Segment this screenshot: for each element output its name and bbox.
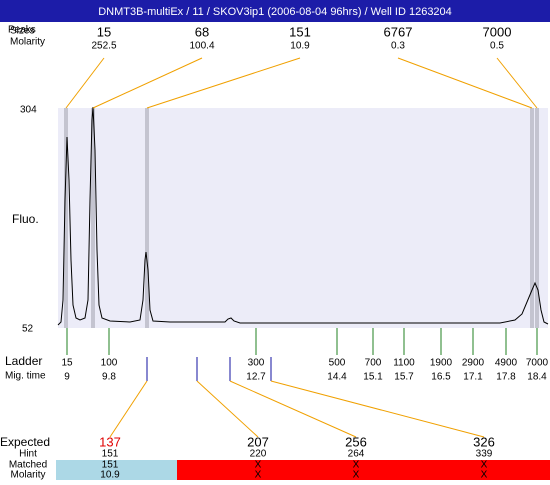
row-label: Matched	[9, 460, 47, 471]
molarity: X	[481, 470, 488, 480]
molarity: X	[353, 470, 360, 480]
y-top: 304	[20, 105, 37, 116]
matched-cell	[56, 460, 177, 480]
ladder-time: 9.8	[102, 372, 116, 383]
matched: X	[481, 460, 488, 471]
matched: X	[255, 460, 262, 471]
ladder-size: 300	[248, 358, 265, 369]
matched: 151	[102, 460, 119, 471]
peak-size: 15	[97, 24, 111, 39]
molarity-label: Molarity	[10, 37, 45, 48]
expected-size: 326	[473, 434, 495, 449]
expected-label: Expected	[0, 435, 50, 449]
ladder-size: 2900	[462, 358, 485, 369]
peak-molarity: 100.4	[189, 41, 214, 52]
hint: 339	[476, 449, 493, 460]
matched: X	[353, 460, 360, 471]
peak-size: 68	[195, 24, 209, 39]
expected-size: 256	[345, 434, 367, 449]
peak-molarity: 10.9	[290, 41, 310, 52]
row-label: Hint	[19, 449, 37, 460]
peak-molarity: 0.3	[391, 41, 405, 52]
ladder-size: 1900	[430, 358, 453, 369]
plot-area	[58, 108, 548, 328]
ladder-label: Ladder	[5, 354, 42, 368]
expected-ticks	[146, 357, 272, 381]
peaks-label: Peaks	[8, 25, 36, 36]
expected-connectors	[109, 380, 485, 438]
ladder-size: 15	[61, 358, 73, 369]
peak-size: 7000	[483, 24, 512, 39]
migtime-label: Mig. time	[5, 371, 46, 382]
peak-molarity: 252.5	[91, 41, 116, 52]
hint: 151	[102, 449, 119, 460]
ladder-time: 15.1	[363, 372, 383, 383]
ladder-time: 14.4	[327, 372, 347, 383]
ladder-time: 16.5	[431, 372, 451, 383]
ladder-size: 4900	[495, 358, 518, 369]
ladder-time: 17.1	[463, 372, 483, 383]
ladder-time: 15.7	[394, 372, 414, 383]
peak-bands	[64, 108, 539, 328]
ladder-time: 17.8	[496, 372, 516, 383]
ladder-size: 100	[101, 358, 118, 369]
expected-size: 207	[247, 434, 269, 449]
unmatched-cells	[177, 460, 550, 480]
sizes-label: Sizes	[10, 26, 34, 37]
ladder-time: 9	[64, 372, 70, 383]
y-bottom: 52	[22, 324, 34, 335]
ladder-time: 12.7	[246, 372, 266, 383]
row-label: Molarity	[10, 470, 45, 480]
title-bar	[0, 0, 550, 22]
peak-size: 151	[289, 24, 311, 39]
molarity: X	[255, 470, 262, 480]
peak-molarity: 0.5	[490, 41, 504, 52]
trace	[57, 106, 549, 326]
ladder-size: 700	[365, 358, 382, 369]
title: DNMT3B-multiEx / 11 / SKOV3ip1 (2006-08-…	[98, 6, 452, 18]
ladder-time: 18.4	[527, 372, 547, 383]
y-label: Fluo.	[12, 212, 39, 226]
ladder-size: 500	[329, 358, 346, 369]
hint: 264	[348, 449, 365, 460]
ladder-size: 7000	[526, 358, 549, 369]
ladder-size: 1100	[393, 358, 415, 369]
peak-connectors	[65, 57, 538, 109]
expected-size: 137	[99, 434, 121, 449]
peak-size: 6767	[384, 24, 413, 39]
hint: 220	[250, 449, 267, 460]
molarity: 10.9	[100, 470, 120, 480]
